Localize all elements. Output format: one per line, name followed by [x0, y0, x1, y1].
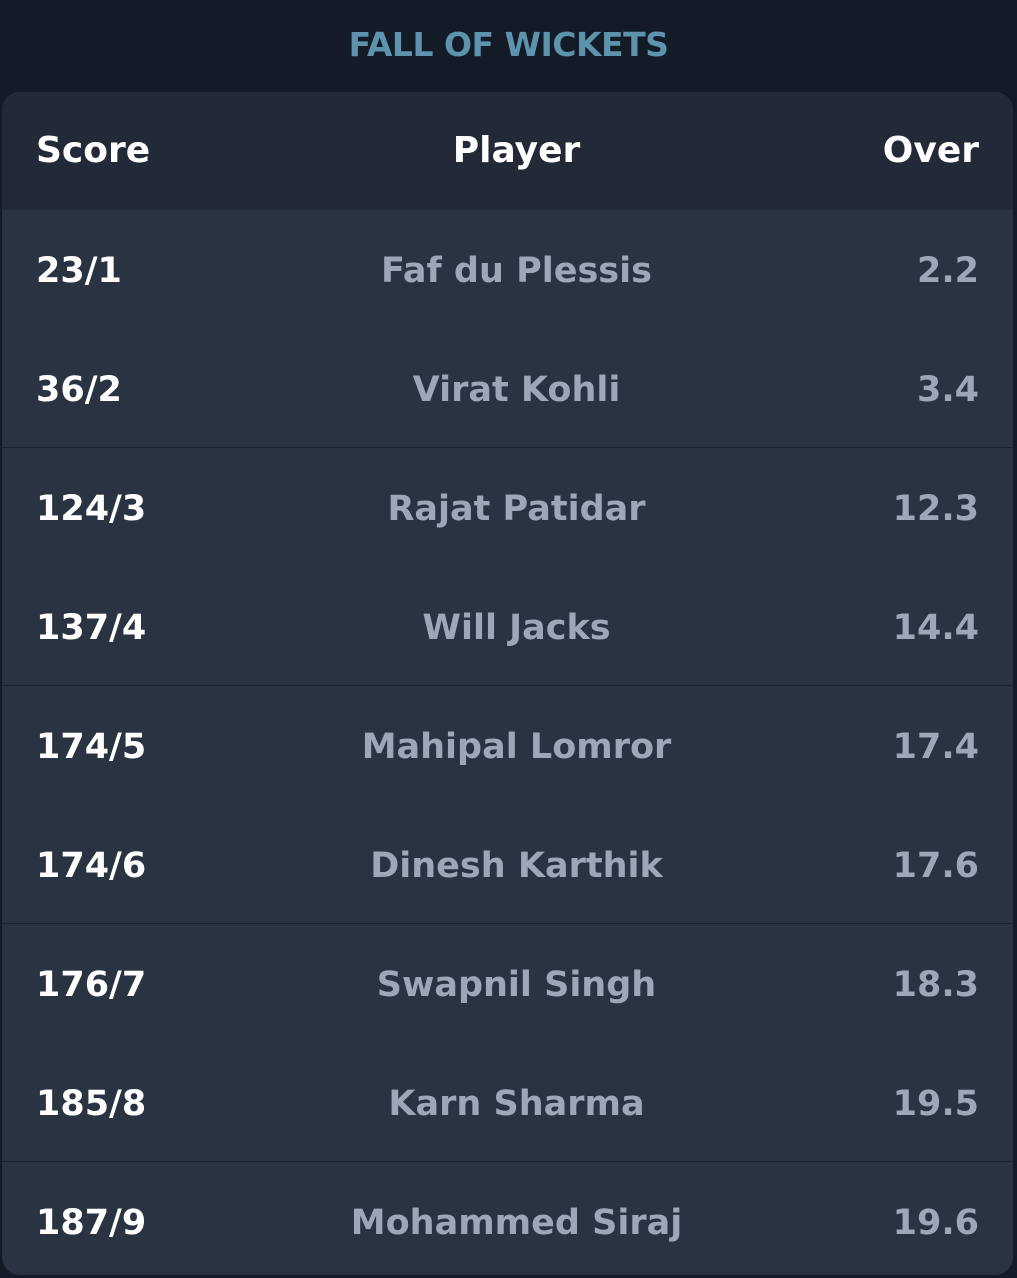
row-player[interactable]: Rajat Patidar: [387, 489, 646, 529]
row-score: 174/5: [36, 727, 147, 767]
table-row: 176/7 Swapnil Singh 18.3: [2, 924, 1013, 1043]
column-header-over: Over: [882, 130, 979, 171]
table-header: Score Player Over: [2, 92, 1013, 210]
row-over: 14.4: [892, 607, 979, 648]
table-row: 185/8 Karn Sharma 19.5: [2, 1043, 1013, 1162]
row-player[interactable]: Swapnil Singh: [376, 965, 657, 1005]
row-over: 2.2: [916, 251, 979, 291]
row-score: 23/1: [36, 251, 122, 291]
row-player[interactable]: Faf du Plessis: [381, 251, 652, 291]
row-score: 174/6: [36, 845, 147, 886]
table-row: 137/4 Will Jacks 14.4: [2, 567, 1013, 686]
row-player[interactable]: Will Jacks: [422, 607, 611, 648]
column-header-score: Score: [36, 130, 151, 171]
table-row: 36/2 Virat Kohli 3.4: [2, 329, 1013, 448]
row-over: 12.3: [892, 489, 979, 529]
row-over: 18.3: [892, 965, 979, 1005]
column-header-player: Player: [452, 130, 581, 171]
row-player[interactable]: Virat Kohli: [412, 369, 621, 410]
fall-of-wickets-table: Score Player Over 23/1 Faf du Plessis 2.…: [2, 92, 1013, 1275]
table-row: 124/3 Rajat Patidar 12.3: [2, 448, 1013, 567]
row-over: 3.4: [916, 369, 979, 410]
row-score: 137/4: [36, 607, 147, 648]
row-player[interactable]: Mahipal Lomror: [361, 727, 672, 767]
row-score: 185/8: [36, 1083, 147, 1124]
row-player[interactable]: Mohammed Siraj: [350, 1203, 683, 1243]
section-title: FALL OF WICKETS: [348, 25, 669, 64]
table-row: 23/1 Faf du Plessis 2.2: [2, 210, 1013, 329]
row-player[interactable]: Dinesh Karthik: [370, 845, 663, 886]
table-row: 174/5 Mahipal Lomror 17.4: [2, 686, 1013, 805]
row-over: 17.4: [892, 727, 979, 767]
table-row: 187/9 Mohammed Siraj 19.6: [2, 1162, 1013, 1275]
row-over: 19.6: [892, 1203, 979, 1243]
row-player[interactable]: Karn Sharma: [388, 1083, 645, 1124]
row-score: 187/9: [36, 1203, 147, 1243]
row-score: 176/7: [36, 965, 147, 1005]
row-score: 36/2: [36, 369, 122, 410]
row-over: 19.5: [892, 1083, 979, 1124]
table-row: 174/6 Dinesh Karthik 17.6: [2, 805, 1013, 924]
row-score: 124/3: [36, 489, 147, 529]
row-over: 17.6: [892, 845, 979, 886]
